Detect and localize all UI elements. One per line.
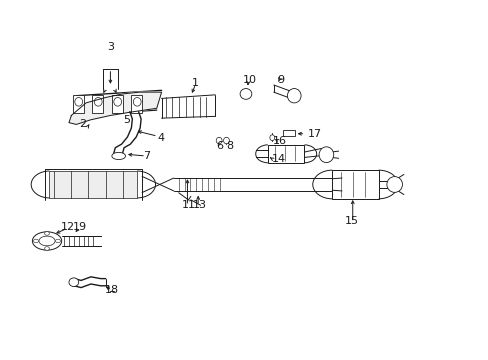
Bar [267, 145, 304, 163]
Ellipse shape [44, 231, 49, 235]
Ellipse shape [386, 177, 402, 192]
Text: 6: 6 [216, 141, 223, 151]
Text: 9: 9 [277, 75, 284, 85]
Bar [73, 95, 83, 113]
Ellipse shape [269, 135, 274, 140]
Text: 8: 8 [226, 141, 233, 151]
Text: 11: 11 [181, 200, 195, 210]
Text: 13: 13 [192, 200, 206, 210]
Ellipse shape [75, 98, 82, 106]
Ellipse shape [39, 236, 55, 246]
Text: 18: 18 [104, 285, 119, 296]
Ellipse shape [44, 247, 49, 250]
Text: 10: 10 [242, 75, 256, 85]
Text: 19: 19 [73, 222, 86, 232]
Text: 5: 5 [123, 115, 130, 125]
Text: 17: 17 [307, 129, 322, 139]
Ellipse shape [319, 147, 333, 163]
Ellipse shape [56, 239, 61, 243]
Text: 3: 3 [107, 42, 114, 52]
Bar [131, 95, 142, 113]
Text: 2: 2 [79, 120, 86, 129]
Ellipse shape [112, 152, 125, 159]
Text: 4: 4 [157, 133, 164, 143]
Ellipse shape [133, 98, 141, 106]
Bar [331, 170, 378, 199]
Ellipse shape [94, 98, 102, 106]
Ellipse shape [69, 278, 79, 287]
Polygon shape [69, 92, 161, 125]
Ellipse shape [34, 239, 39, 243]
Text: 15: 15 [344, 216, 358, 226]
Ellipse shape [216, 137, 222, 144]
Bar [282, 130, 294, 135]
Text: 1: 1 [192, 78, 199, 88]
Ellipse shape [32, 232, 61, 250]
Text: 12: 12 [61, 222, 75, 232]
Ellipse shape [223, 137, 229, 144]
Bar [112, 95, 122, 113]
Bar [92, 95, 103, 113]
Ellipse shape [287, 89, 301, 103]
Ellipse shape [114, 98, 122, 106]
Text: 7: 7 [143, 150, 150, 161]
Text: 16: 16 [272, 136, 286, 146]
Ellipse shape [240, 89, 251, 99]
Bar [49, 171, 137, 198]
Text: 14: 14 [271, 154, 285, 164]
